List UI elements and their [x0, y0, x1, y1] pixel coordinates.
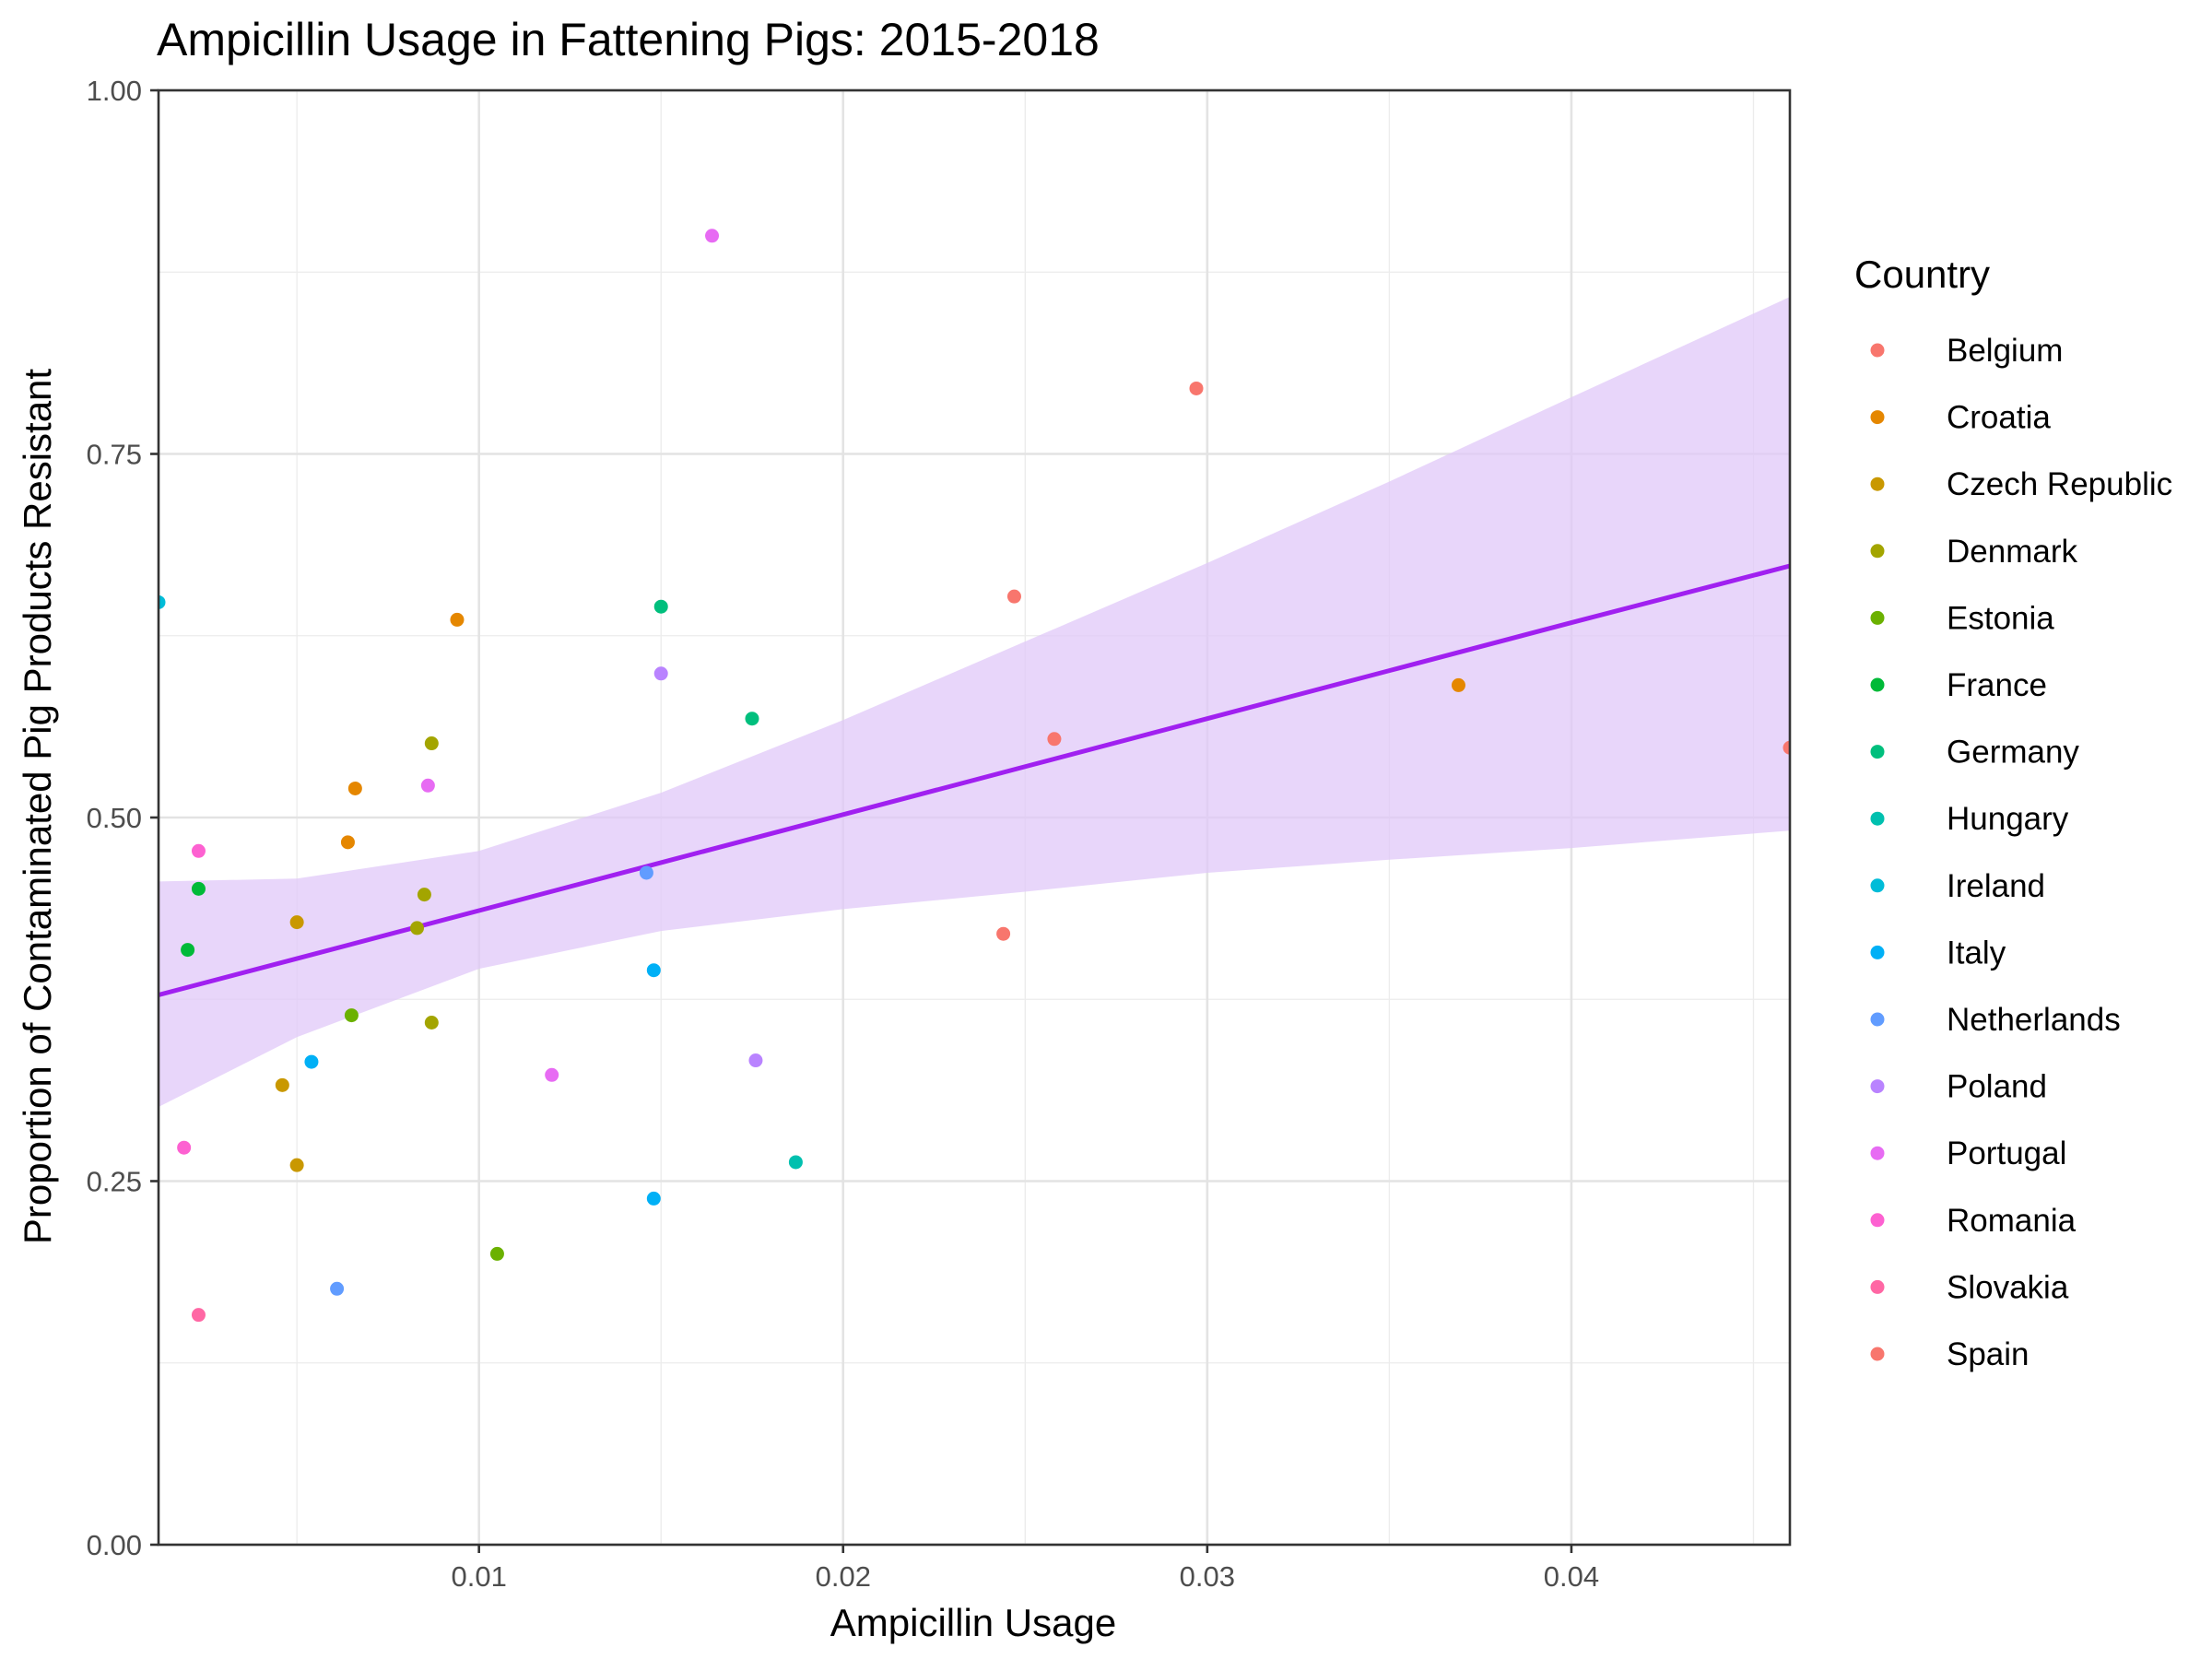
legend-key-france — [1870, 677, 1885, 692]
point-germany — [653, 599, 668, 614]
chart-title: Ampicillin Usage in Fattening Pigs: 2015… — [157, 14, 1100, 65]
point-germany — [745, 712, 759, 726]
point-croatia — [450, 612, 465, 627]
legend-label-slovakia: Slovakia — [1947, 1269, 2069, 1305]
point-italy — [304, 1054, 319, 1069]
legend-key-hungary — [1870, 811, 1885, 826]
point-ireland — [159, 594, 166, 609]
y-tick-label: 1.00 — [87, 75, 142, 107]
point-spain — [1783, 740, 1790, 755]
point-portugal — [705, 229, 720, 243]
legend-label-netherlands: Netherlands — [1947, 1002, 2121, 1038]
legend-label-estonia: Estonia — [1947, 600, 2054, 636]
point-poland — [748, 1053, 763, 1068]
x-tick-label: 0.01 — [452, 1560, 507, 1593]
data-points — [159, 229, 1790, 1323]
legend-key-estonia — [1870, 610, 1885, 625]
legend-key-croatia — [1870, 410, 1885, 425]
legend-label-france: France — [1947, 667, 2047, 703]
legend-label-belgium: Belgium — [1947, 333, 2063, 369]
point-belgium — [1047, 732, 1062, 747]
legend-label-spain: Spain — [1947, 1336, 2030, 1372]
trend-line — [158, 563, 1791, 997]
legend-key-spain — [1870, 1347, 1885, 1361]
y-axis-title: Proportion of Contaminated Pig Products … — [16, 369, 59, 1244]
point-poland — [653, 666, 668, 681]
point-romania — [191, 843, 206, 858]
legend-label-croatia: Croatia — [1947, 400, 2051, 436]
point-denmark — [417, 888, 431, 902]
point-croatia — [1451, 677, 1465, 692]
point-croatia — [340, 835, 355, 850]
legend-label-germany: Germany — [1947, 735, 2079, 771]
legend-title: Country — [1854, 253, 1990, 296]
point-italy — [646, 963, 661, 978]
point-czech-republic — [289, 915, 304, 930]
legend-key-italy — [1870, 945, 1885, 959]
legend-key-netherlands — [1870, 1012, 1885, 1027]
legend-key-czech-republic — [1870, 477, 1885, 491]
point-slovakia — [191, 1308, 206, 1323]
point-france — [181, 943, 195, 958]
point-italy — [646, 1191, 661, 1206]
legend-key-poland — [1870, 1079, 1885, 1094]
legend: Country Belgium Croatia Czech Republic Denm… — [1854, 253, 2172, 1372]
point-portugal — [545, 1067, 559, 1082]
legend-key-slovakia — [1870, 1279, 1885, 1294]
y-tick-label: 0.75 — [87, 439, 142, 471]
legend-key-denmark — [1870, 544, 1885, 559]
legend-label-hungary: Hungary — [1947, 801, 2069, 837]
point-czech-republic — [275, 1077, 289, 1092]
y-axis: 0.00 0.25 0.50 0.75 1.00 — [87, 75, 159, 1561]
legend-label-ireland: Ireland — [1947, 868, 2045, 904]
legend-key-germany — [1870, 745, 1885, 759]
point-estonia — [344, 1008, 359, 1023]
point-czech-republic — [289, 1158, 304, 1172]
point-netherlands — [330, 1281, 345, 1296]
y-tick-label: 0.00 — [87, 1529, 142, 1561]
legend-label-romania: Romania — [1947, 1203, 2077, 1239]
legend-key-belgium — [1870, 343, 1885, 358]
y-tick-label: 0.50 — [87, 802, 142, 834]
x-axis: 0.01 0.02 0.03 0.04 — [452, 1545, 1599, 1593]
confidence-band — [159, 297, 1790, 1108]
x-tick-label: 0.03 — [1180, 1560, 1235, 1593]
y-tick-label: 0.25 — [87, 1166, 142, 1198]
point-denmark — [424, 736, 439, 751]
point-netherlands — [639, 865, 653, 880]
x-axis-title: Ampicillin Usage — [830, 1601, 1116, 1644]
legend-items: Belgium Croatia Czech Republic Denmark Eston… — [1870, 333, 2172, 1372]
point-belgium — [996, 926, 1011, 941]
point-hungary — [788, 1155, 803, 1170]
point-croatia — [347, 781, 362, 795]
point-spain — [1189, 381, 1204, 395]
legend-label-poland: Poland — [1947, 1069, 2047, 1105]
plot-area — [157, 88, 1792, 1547]
legend-label-denmark: Denmark — [1947, 534, 2077, 570]
legend-key-romania — [1870, 1213, 1885, 1228]
point-denmark — [424, 1015, 439, 1030]
point-denmark — [410, 921, 425, 935]
x-tick-label: 0.02 — [816, 1560, 871, 1593]
legend-label-portugal: Portugal — [1947, 1135, 2066, 1171]
point-estonia — [489, 1246, 504, 1261]
legend-label-italy: Italy — [1947, 935, 2006, 971]
point-france — [191, 881, 206, 896]
legend-key-ireland — [1870, 878, 1885, 893]
point-portugal — [420, 778, 435, 793]
legend-label-czech-republic: Czech Republic — [1947, 466, 2172, 502]
point-belgium — [1006, 589, 1021, 604]
point-romania — [177, 1140, 192, 1155]
legend-key-portugal — [1870, 1146, 1885, 1160]
x-tick-label: 0.04 — [1544, 1560, 1599, 1593]
